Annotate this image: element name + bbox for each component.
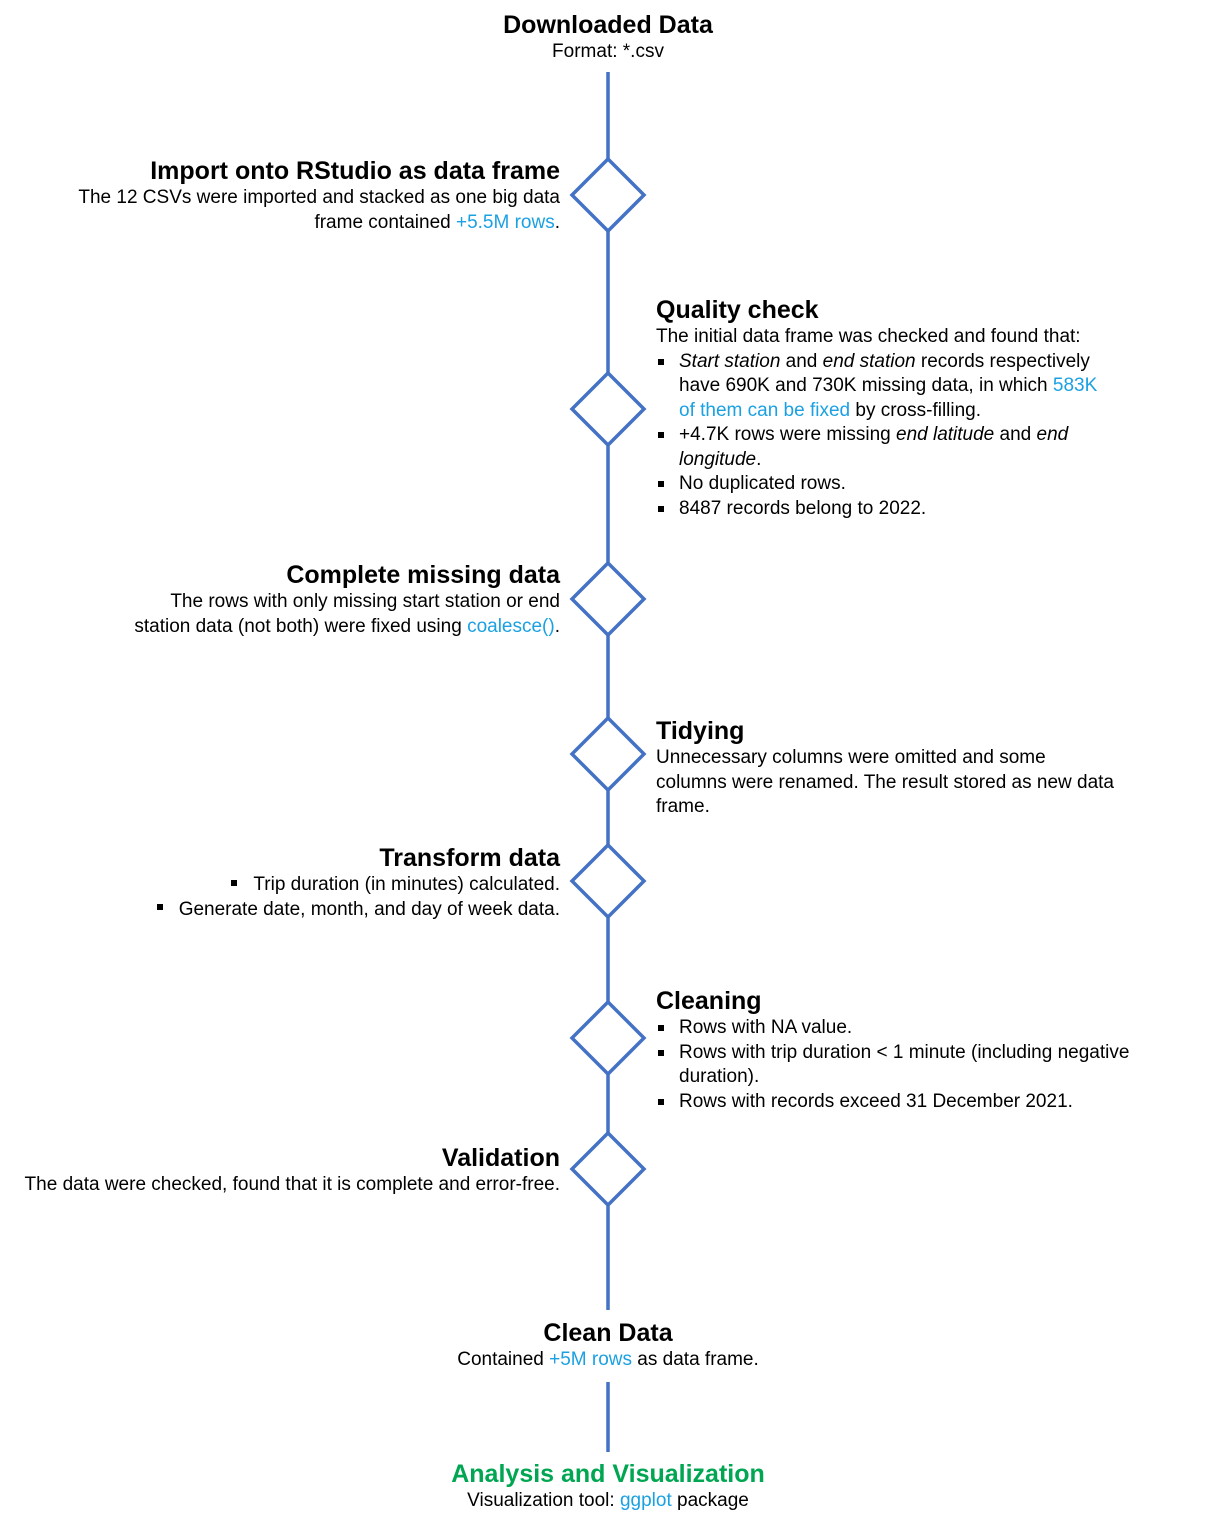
step-diamond-cleaning [569,999,647,1077]
step-complete: Complete missing data The rows with only… [120,560,560,639]
step-complete-highlight: coalesce() [467,615,555,637]
list-item: Trip duration (in minutes) calculated. [60,873,560,898]
clean-node: Clean Data Contained +5M rows as data fr… [358,1318,858,1373]
step-transform: Transform data Trip duration (in minutes… [60,843,560,922]
final-node: Analysis and Visualization Visualization… [358,1459,858,1514]
list-item: 8487 records belong to 2022. [656,497,1116,522]
step-import-text: The 12 CSVs were imported and stacked as… [78,187,560,233]
step-quality-intro: The initial data frame was checked and f… [656,326,1081,347]
step-validation: Validation The data were checked, found … [20,1143,560,1198]
step-validation-title: Validation [441,1144,560,1172]
step-transform-bullets: Trip duration (in minutes) calculated. G… [60,873,560,922]
step-validation-text: The data were checked, found that it is … [24,1174,560,1195]
step-diamond-tidying [569,715,647,793]
step-import-highlight: +5.5M rows [455,211,555,233]
list-item: +4.7K rows were missing end latitude and… [656,423,1116,472]
list-item: Rows with trip duration < 1 minute (incl… [656,1041,1176,1090]
start-node: Downloaded Data Format: *.csv [408,10,808,65]
start-subtitle: Format: *.csv [552,41,664,62]
step-quality: Quality check The initial data frame was… [656,295,1116,521]
step-transform-title: Transform data [379,844,560,872]
list-item: Start station and end station records re… [656,350,1116,424]
step-cleaning: Cleaning Rows with NA value. Rows with t… [656,986,1176,1114]
list-item: Rows with NA value. [656,1016,1176,1041]
step-cleaning-bullets: Rows with NA value. Rows with trip durat… [656,1016,1176,1114]
step-diamond-import [569,156,647,234]
step-diamond-validation [569,1130,647,1208]
step-quality-highlight: 583K of them can be fixed [679,375,1098,421]
step-import: Import onto RStudio as data frame The 12… [60,156,560,235]
step-import-title: Import onto RStudio as data frame [150,157,560,185]
start-title: Downloaded Data [503,11,713,39]
step-quality-title: Quality check [656,296,819,324]
step-complete-text: The rows with only missing start station… [134,591,560,637]
final-text: Visualization tool: ggplot package [467,1490,749,1511]
list-item: No duplicated rows. [656,472,1116,497]
list-item: Generate date, month, and day of week da… [60,898,560,923]
clean-title: Clean Data [543,1319,673,1347]
step-diamond-quality [569,370,647,448]
step-tidying: Tidying Unnecessary columns were omitted… [656,716,1116,820]
step-cleaning-title: Cleaning [656,987,762,1015]
list-item: Rows with records exceed 31 December 202… [656,1090,1176,1115]
step-tidying-text: Unnecessary columns were omitted and som… [656,747,1114,817]
final-highlight: ggplot [619,1490,672,1511]
final-title: Analysis and Visualization [451,1460,765,1488]
clean-highlight: +5M rows [549,1349,633,1370]
step-diamond-transform [569,842,647,920]
step-tidying-title: Tidying [656,717,745,745]
step-quality-bullets: Start station and end station records re… [656,350,1116,522]
clean-text: Contained +5M rows as data frame. [457,1349,759,1370]
step-diamond-complete [569,560,647,638]
step-complete-title: Complete missing data [286,561,560,589]
